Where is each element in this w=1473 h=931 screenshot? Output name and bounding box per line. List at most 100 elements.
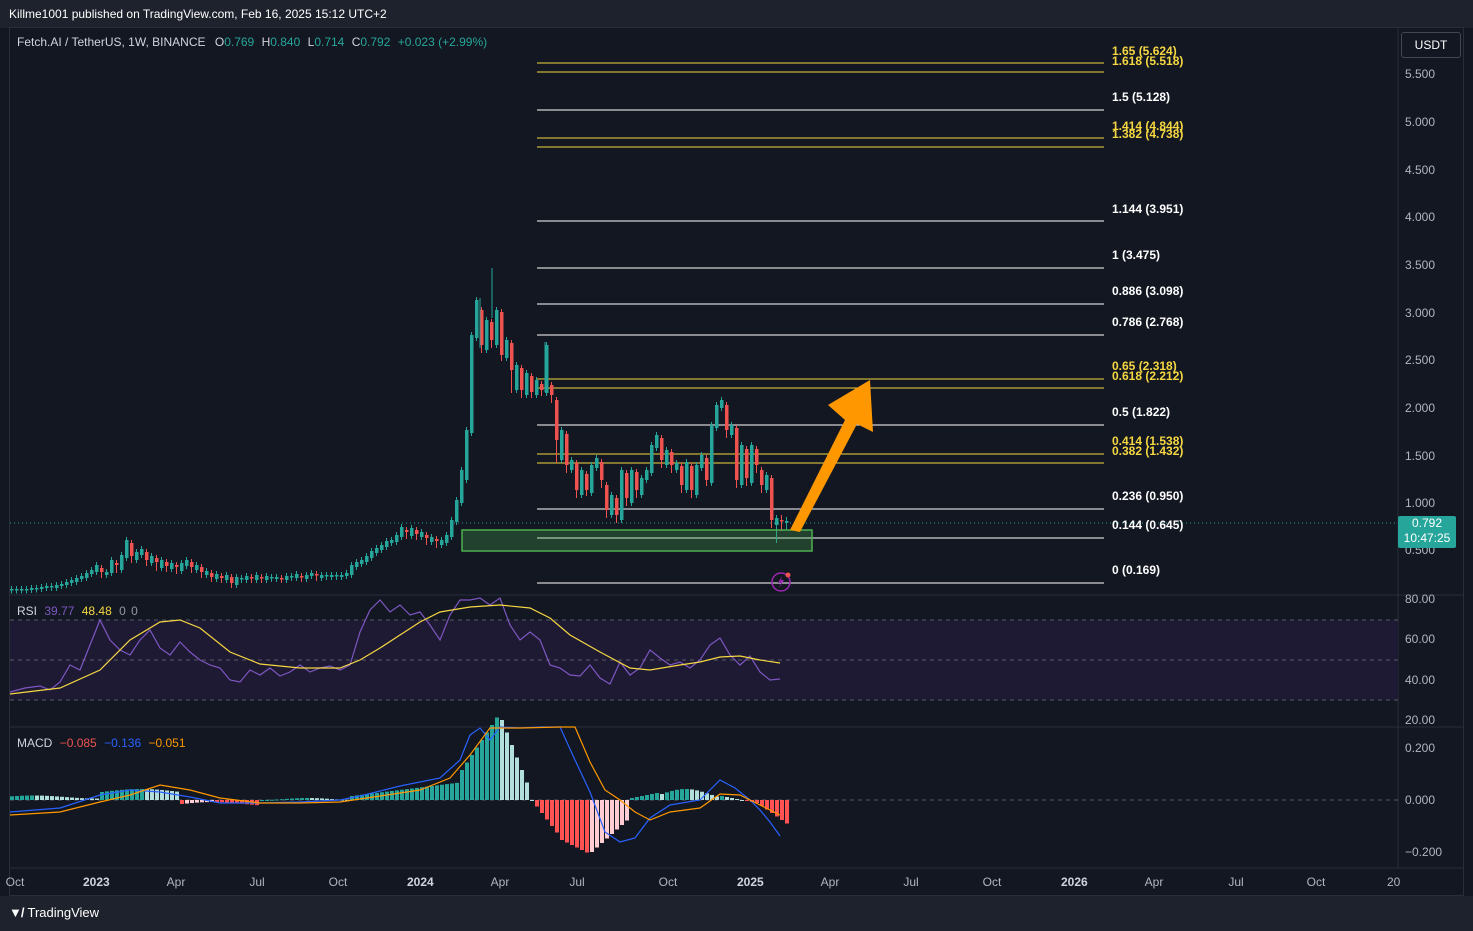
rsi-legend[interactable]: RSI 39.77 48.48 0 0 [17, 604, 138, 618]
candle-body [645, 470, 649, 480]
time-axis-label: Apr [166, 875, 186, 889]
candle-body [205, 571, 209, 575]
candle-body [625, 473, 629, 498]
fib-level-label: 0.5 (1.822) [1112, 405, 1171, 419]
tradingview-logo[interactable]: ▼/ TradingView [9, 905, 99, 920]
candle-body [570, 460, 574, 470]
candle-body [685, 462, 689, 490]
macd-histogram-bar [235, 800, 239, 804]
candle-body [665, 450, 669, 465]
macd-histogram-bar [640, 796, 644, 800]
candle-body [255, 575, 259, 580]
candle-body [230, 577, 234, 583]
currency-selector[interactable]: USDT [1401, 32, 1461, 58]
candle-body [340, 575, 344, 577]
price-axis-label: 1.500 [1405, 449, 1436, 463]
candle-body [130, 543, 134, 556]
candle-body [420, 532, 424, 537]
macd-histogram-bar [230, 800, 234, 803]
macd-histogram-bar [190, 800, 194, 804]
macd-histogram-bar [515, 757, 519, 800]
macd-histogram-bar [275, 799, 279, 801]
macd-histogram-bar [260, 799, 264, 801]
candle-body [495, 310, 499, 345]
symbol-legend[interactable]: Fetch.AI / TetherUS, 1W, BINANCE O0.769 … [17, 35, 487, 49]
fib-retracement [537, 62, 1104, 584]
macd-histogram-bar [465, 762, 469, 800]
macd-histogram-bar [765, 800, 769, 810]
macd-histogram-bar [305, 798, 309, 800]
candle-body [745, 449, 749, 478]
candle-body [185, 560, 189, 566]
candle-body [410, 528, 414, 536]
rsi-band [10, 620, 1398, 700]
macd-legend[interactable]: MACD −0.085 −0.136 −0.051 [17, 736, 186, 750]
macd-histogram-bar [705, 793, 709, 800]
rsi-extra-1: 0 [119, 604, 126, 618]
time-axis-label: Oct [5, 875, 25, 889]
candle-body [530, 376, 534, 392]
macd-series [9, 717, 789, 853]
candle-body [555, 400, 559, 440]
candle-body [505, 340, 509, 358]
candle-body [440, 540, 444, 545]
macd-histogram-bar [665, 792, 669, 800]
candle-body [370, 551, 374, 558]
candle-body [175, 565, 179, 567]
macd-histogram-bar [420, 787, 424, 800]
macd-histogram-bar [710, 794, 714, 800]
candle-body [695, 465, 699, 495]
candle-body [595, 458, 599, 468]
low-label: L [307, 35, 315, 49]
bar-countdown: 10:47:25 [1403, 531, 1451, 545]
macd-histogram-bar [690, 789, 694, 800]
macd-histogram-bar [35, 795, 39, 800]
last-price-value: 0.792 [1411, 516, 1443, 530]
macd-histogram-bar [460, 770, 464, 800]
macd-histogram-bar [270, 799, 274, 801]
rsi-value: 39.77 [44, 604, 75, 618]
close-label: C [351, 35, 361, 49]
candle-body [770, 478, 774, 520]
macd-histogram-bar [585, 800, 589, 853]
candle-body [125, 540, 129, 558]
candle-body [490, 322, 494, 340]
candle-body [200, 567, 204, 572]
candle-body [115, 563, 119, 565]
candle-body [445, 535, 449, 543]
candle-body [55, 585, 59, 588]
time-axis-label: 2023 [83, 875, 110, 889]
candle-body [190, 562, 194, 567]
candle-body [760, 470, 764, 485]
candle-body [240, 578, 244, 580]
fib-level-label: 1.5 (5.128) [1112, 90, 1171, 104]
candle-body [215, 574, 219, 579]
candles [10, 268, 789, 594]
macd-histogram-bar [365, 794, 369, 800]
macd-histogram-bar [330, 799, 334, 801]
candle-body [95, 565, 99, 572]
macd-histogram-bar [615, 800, 619, 830]
macd-histogram-bar [245, 800, 249, 805]
macd-histogram-bar [110, 790, 114, 800]
candle-body [550, 385, 554, 395]
candle-body [520, 368, 524, 390]
candle-body [450, 520, 454, 537]
candle-body [325, 575, 329, 577]
candle-body [60, 584, 64, 586]
published-text: Killme1001 published on TradingView.com,… [9, 7, 387, 21]
macd-histogram-bar [50, 796, 54, 800]
candle-body [75, 578, 79, 582]
candle-body [605, 485, 609, 510]
macd-histogram-bar [440, 784, 444, 800]
candle-body [380, 545, 384, 550]
candle-body [765, 475, 769, 490]
macd-signal-line [9, 726, 781, 821]
macd-histogram-bar [775, 800, 779, 817]
time-axis-label: Jul [569, 875, 585, 889]
candle-body [590, 465, 594, 493]
macd-histogram-bar [105, 791, 109, 800]
macd-histogram-bar [395, 790, 399, 800]
support-zone [461, 529, 813, 552]
